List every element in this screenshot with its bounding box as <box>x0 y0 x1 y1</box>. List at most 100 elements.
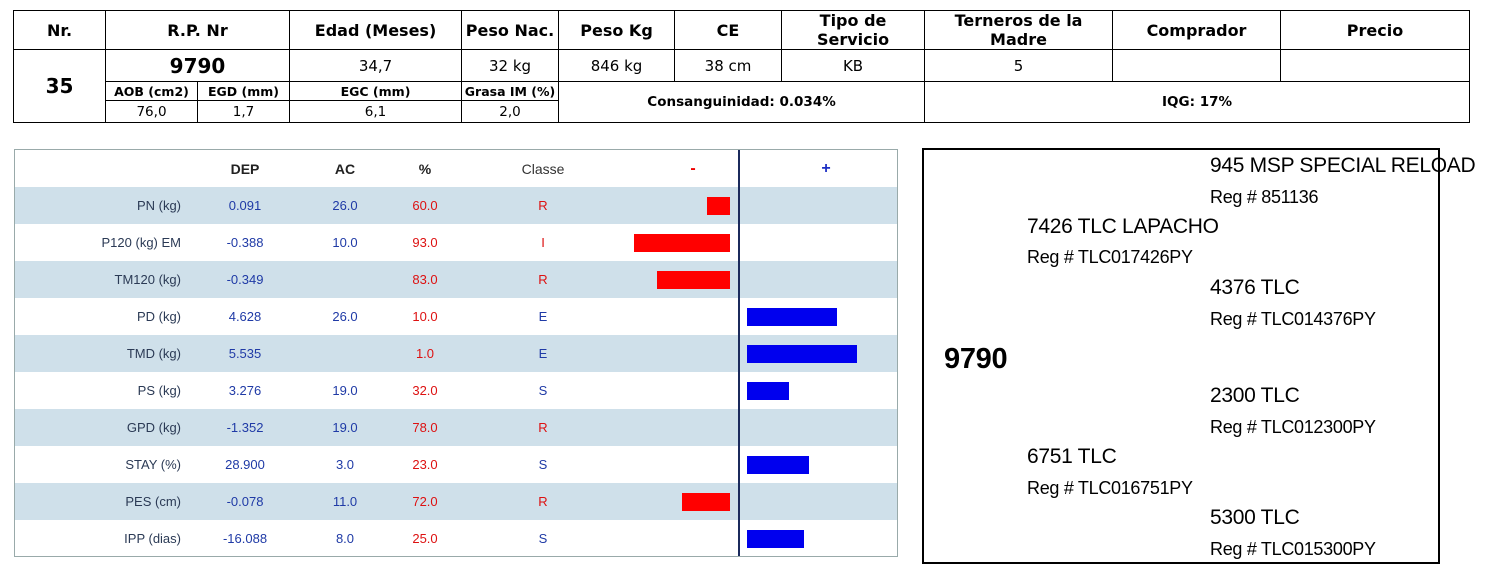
col-peso-nac-header: Peso Nac. <box>461 10 560 50</box>
dep-row: PD (kg) 4.628 26.0 10.0 E <box>15 298 897 335</box>
dep-row: STAY (%) 28.900 3.0 23.0 S <box>15 446 897 483</box>
trait-name: P120 (kg) EM <box>101 235 181 250</box>
plus-header: + <box>821 159 831 177</box>
dam-reg: Reg # TLC016751PY <box>1027 478 1193 498</box>
col-tipo-header: Tipo de Servicio <box>781 10 926 50</box>
bar-minus-cell <box>631 446 755 483</box>
classe-value: S <box>538 531 548 546</box>
ac-value: 11.0 <box>295 483 395 520</box>
animal-header-table: Nr. R.P. Nr Edad (Meses) Peso Nac. Peso … <box>13 10 1471 123</box>
ac-value: 26.0 <box>295 187 395 224</box>
col-edad-header: Edad (Meses) <box>289 10 463 50</box>
trait-name: TM120 (kg) <box>15 261 195 298</box>
grasa-value: 2,0 <box>461 100 560 123</box>
dep-row: PN (kg) 0.091 26.0 60.0 R <box>15 187 897 224</box>
peso-nac-value: 32 kg <box>461 49 560 82</box>
dep-value: -16.088 <box>222 531 268 546</box>
ac-value: 26.0 <box>332 309 358 324</box>
bar-plus-cell <box>755 187 897 224</box>
dep-row: IPP (dias) -16.088 8.0 25.0 S <box>15 520 897 557</box>
dep-row: PES (cm) -0.078 11.0 72.0 R <box>15 483 897 520</box>
classe-value: R <box>455 409 631 446</box>
bar-plus-cell <box>755 298 897 335</box>
sire-sire-name: 945 MSP SPECIAL RELOAD <box>1210 154 1476 177</box>
trait-name: PD (kg) <box>136 309 181 324</box>
pct-value: 1.0 <box>395 335 455 372</box>
classe-value: E <box>455 335 631 372</box>
dep-table: DEP AC % Classe - + PN (kg) 0.091 26.0 60.0… <box>15 150 897 557</box>
pedigree-box: 945 MSP SPECIAL RELOAD Reg # 851136 7426… <box>922 148 1476 564</box>
bar-minus-cell <box>631 483 755 520</box>
bar-plus-cell <box>755 520 897 557</box>
rp-number: 9790 <box>104 49 291 82</box>
bar-minus-cell <box>631 261 755 298</box>
ac-value: 10.0 <box>332 235 358 250</box>
dep-row: PS (kg) 3.276 19.0 32.0 S <box>15 372 897 409</box>
pct-value: 32.0 <box>412 383 438 398</box>
ac-value: 3.0 <box>335 457 355 472</box>
col-comprador-header: Comprador <box>1112 10 1282 50</box>
trait-name: PN (kg) <box>15 187 195 224</box>
bar-minus-cell <box>631 372 755 409</box>
dep-row: P120 (kg) EM -0.388 10.0 93.0 I <box>15 224 897 261</box>
ac-value <box>295 335 395 372</box>
bar-minus-cell <box>631 224 755 261</box>
sire-sire-reg: Reg # 851136 <box>1210 187 1319 207</box>
consanguinidad: Consanguinidad: 0.034% <box>558 81 926 123</box>
dam-dam-reg: Reg # TLC015300PY <box>1210 539 1376 559</box>
bar-plus-cell <box>755 224 897 261</box>
egc-value: 6,1 <box>289 100 463 123</box>
classe-value: I <box>541 235 545 250</box>
precio-value[interactable] <box>1280 49 1471 82</box>
bar-minus-cell <box>631 298 755 335</box>
col-precio-header: Precio <box>1280 10 1471 50</box>
bar-plus-cell <box>755 483 897 520</box>
ac-header: AC <box>334 160 356 177</box>
edad-value: 34,7 <box>289 49 463 82</box>
dam-dam-name: 5300 TLC <box>1210 506 1300 529</box>
aob-value: 76,0 <box>105 100 198 123</box>
animal-id: 9790 <box>944 343 1008 375</box>
sire-reg: Reg # TLC017426PY <box>1027 247 1193 267</box>
classe-value: E <box>538 309 548 324</box>
ac-value: 8.0 <box>335 531 355 546</box>
pct-value: 25.0 <box>412 531 438 546</box>
terneros-value: 5 <box>924 49 1114 82</box>
pct-value: 60.0 <box>395 187 455 224</box>
pct-value: 78.0 <box>395 409 455 446</box>
dam-sire-reg: Reg # TLC012300PY <box>1210 417 1376 437</box>
zero-axis-line <box>738 150 740 556</box>
pct-value: 23.0 <box>412 457 438 472</box>
col-peso-kg-header: Peso Kg <box>558 10 676 50</box>
dep-row: TMD (kg) 5.535 1.0 E <box>15 335 897 372</box>
classe-value: S <box>538 383 548 398</box>
pct-value: 72.0 <box>395 483 455 520</box>
bar-minus-cell <box>631 409 755 446</box>
dep-value: 4.628 <box>228 309 262 324</box>
dep-value: -0.349 <box>195 261 295 298</box>
egc-label: EGC (mm) <box>289 81 463 101</box>
egd-label: EGD (mm) <box>196 81 291 101</box>
bar-minus-cell <box>631 335 755 372</box>
pct-header: % <box>418 160 432 177</box>
col-terneros-header: Terneros de la Madre <box>924 10 1114 50</box>
sire-dam-reg: Reg # TLC014376PY <box>1210 309 1376 329</box>
aob-label: AOB (cm2) <box>105 81 198 101</box>
sire-dam-name: 4376 TLC <box>1210 276 1300 299</box>
dep-value: 3.276 <box>228 383 262 398</box>
dep-value: -0.078 <box>195 483 295 520</box>
trait-name: PS (kg) <box>137 383 181 398</box>
pct-value: 93.0 <box>412 235 438 250</box>
ac-value: 19.0 <box>295 409 395 446</box>
dep-row: TM120 (kg) -0.349 83.0 R <box>15 261 897 298</box>
ac-value: 19.0 <box>332 383 358 398</box>
peso-kg-value: 846 kg <box>558 49 676 82</box>
col-rp-header: R.P. Nr <box>104 10 291 50</box>
dep-header: DEP <box>230 160 260 177</box>
classe-value: S <box>538 457 548 472</box>
bar-plus-cell <box>755 446 897 483</box>
trait-name: STAY (%) <box>125 457 181 472</box>
comprador-value[interactable] <box>1112 49 1282 82</box>
trait-name: TMD (kg) <box>15 335 195 372</box>
trait-name: PES (cm) <box>15 483 195 520</box>
